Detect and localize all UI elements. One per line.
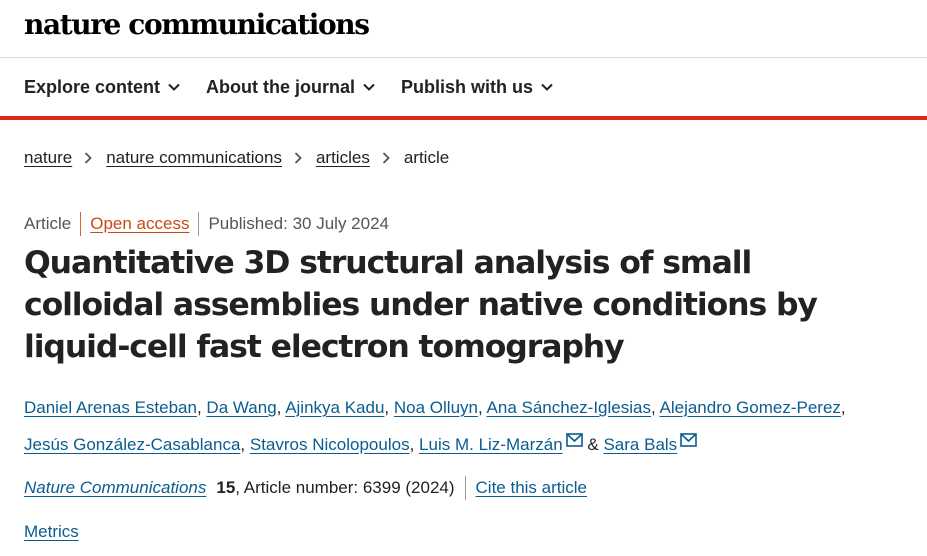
journal-link[interactable]: Nature Communications (24, 478, 207, 497)
nav-about-journal[interactable]: About the journal (206, 77, 375, 98)
article-title: Quantitative 3D structural analysis of s… (24, 245, 818, 365)
author-link[interactable]: Ana Sánchez-Iglesias (486, 398, 651, 417)
metrics-link[interactable]: Metrics (24, 522, 79, 541)
main-nav: Explore content About the journal Publis… (0, 58, 927, 120)
author-link[interactable]: Alejandro Gomez-Perez (659, 398, 841, 417)
author-list: Daniel Arenas Esteban, Da Wang, Ajinkya … (24, 391, 904, 462)
meta-divider (198, 212, 200, 236)
author-separator: , (478, 398, 483, 417)
author-separator: , (650, 398, 656, 417)
author-link[interactable]: Luis M. Liz-Marzán (419, 435, 563, 454)
mail-icon[interactable] (680, 425, 697, 447)
citation-divider (464, 476, 466, 500)
breadcrumb-nature[interactable]: nature (24, 148, 73, 167)
breadcrumb: nature nature communications articles ar… (24, 148, 449, 168)
author-link[interactable]: Jesús González-Casablanca (24, 435, 241, 454)
author-ampersand: & (587, 435, 599, 454)
author-separator: , (276, 398, 282, 417)
author-separator: , (384, 398, 390, 417)
author-separator: , (196, 398, 202, 417)
nav-label: About the journal (206, 76, 356, 97)
breadcrumb-articles[interactable]: articles (315, 148, 370, 167)
article-number: , Article number: 6399 (2024) (235, 478, 455, 497)
author-link[interactable]: Noa Olluyn (393, 398, 478, 417)
breadcrumb-nature-communications[interactable]: nature communications (106, 148, 282, 167)
breadcrumb-current: article (403, 148, 450, 167)
published-date: Published: 30 July 2024 (208, 214, 389, 233)
journal-logo[interactable]: nature communications (24, 8, 370, 41)
author-link[interactable]: Da Wang (206, 398, 277, 417)
nav-label: Publish with us (401, 76, 534, 97)
nav-label: Explore content (24, 76, 161, 97)
open-access-link[interactable]: Open access (90, 214, 190, 233)
nav-publish-with-us[interactable]: Publish with us (401, 77, 553, 98)
article-type: Article (24, 214, 72, 233)
chevron-right-icon (382, 152, 392, 164)
author-link[interactable]: Daniel Arenas Esteban (24, 398, 197, 417)
volume-number: 15 (216, 478, 236, 497)
author-link[interactable]: Stavros Nicolopoulos (249, 435, 410, 454)
site-header: nature communications (0, 0, 927, 58)
chevron-down-icon (363, 81, 375, 93)
author-separator: , (409, 435, 415, 454)
chevron-right-icon (294, 152, 304, 164)
chevron-right-icon (84, 152, 94, 164)
chevron-down-icon (541, 81, 553, 93)
chevron-down-icon (168, 81, 180, 93)
cite-this-article-link[interactable]: Cite this article (475, 478, 587, 497)
article-meta: Article Open access Published: 30 July 2… (24, 212, 389, 236)
meta-divider (80, 212, 82, 236)
author-link[interactable]: Sara Bals (603, 435, 678, 454)
author-separator: , (840, 398, 846, 417)
author-link[interactable]: Ajinkya Kadu (285, 398, 385, 417)
author-separator: , (240, 435, 246, 454)
citation-line: Nature Communications 15 , Article numbe… (24, 476, 587, 500)
nav-explore-content[interactable]: Explore content (24, 77, 180, 98)
mail-icon[interactable] (565, 425, 583, 447)
